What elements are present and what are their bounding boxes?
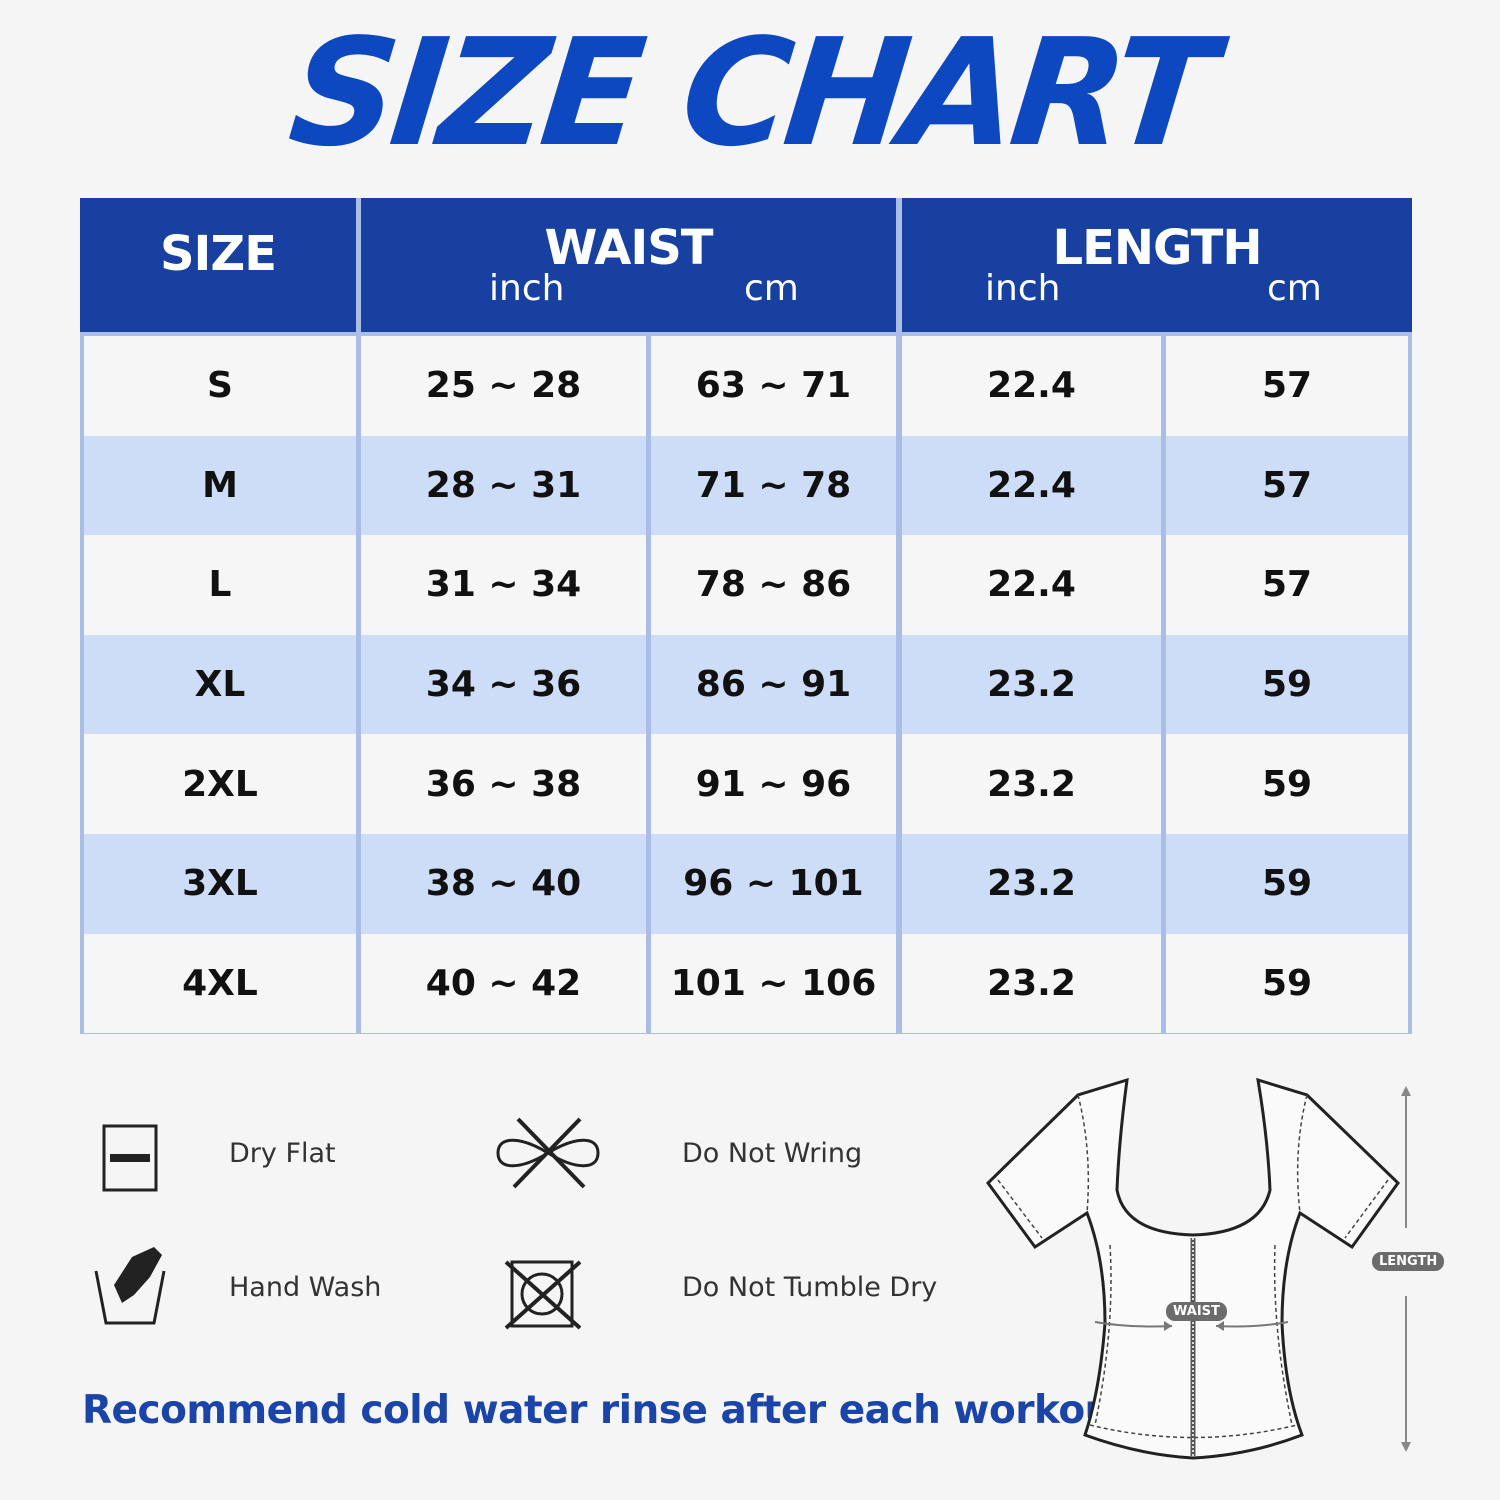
waist-label: WAIST [1166,1302,1227,1321]
cell-waist-cm: 96 ~ 101 [651,834,896,934]
cell-waist-inch: 31 ~ 34 [361,535,646,635]
cell-waist-cm: 78 ~ 86 [651,535,896,635]
cell-length-inch: 23.2 [902,734,1161,834]
care-hand-wash: Hand Wash [229,1272,382,1303]
size-table: SIZE WAIST inch cm LENGTH inch cm S 25 ~ … [80,198,1412,1034]
header-length-label: LENGTH [1052,220,1262,276]
header-length-inch: inch [985,268,1061,309]
cell-waist-inch: 34 ~ 36 [361,634,646,735]
header-length-cm: cm [1267,268,1322,309]
hand-wash-icon [94,1247,166,1325]
cell-size: 2XL [84,734,356,834]
cell-size: 3XL [84,834,356,934]
cell-length-inch: 22.4 [902,535,1161,635]
dry-flat-icon [102,1124,158,1192]
cell-length-inch: 22.4 [902,435,1161,536]
cell-waist-inch: 38 ~ 40 [361,834,646,934]
care-do-not-wring: Do Not Wring [682,1138,863,1169]
header-size-label: SIZE [159,226,277,282]
cell-length-inch: 23.2 [902,933,1161,1034]
cell-length-inch: 22.4 [902,336,1161,436]
header-waist-inch: inch [489,268,565,309]
cell-size: 4XL [84,933,356,1034]
cell-size: M [84,435,356,536]
cell-length-cm: 57 [1166,435,1408,536]
cell-length-inch: 23.2 [902,834,1161,934]
cell-size: L [84,535,356,635]
do-not-wring-icon [496,1117,600,1189]
header-size: SIZE [80,198,356,332]
cell-length-cm: 59 [1166,933,1408,1034]
cell-length-cm: 57 [1166,535,1408,635]
do-not-tumble-dry-icon [504,1260,582,1330]
cell-waist-cm: 71 ~ 78 [651,435,896,536]
cell-waist-cm: 91 ~ 96 [651,734,896,834]
cell-waist-inch: 28 ~ 31 [361,435,646,536]
cell-length-inch: 23.2 [902,634,1161,735]
cell-waist-inch: 40 ~ 42 [361,933,646,1034]
length-label: LENGTH [1372,1252,1445,1271]
cell-length-cm: 59 [1166,834,1408,934]
cell-size: XL [84,634,356,735]
header-length: LENGTH inch cm [902,198,1412,332]
cell-waist-inch: 36 ~ 38 [361,734,646,834]
care-dry-flat: Dry Flat [229,1138,336,1169]
cell-waist-cm: 101 ~ 106 [651,933,896,1034]
header-waist-cm: cm [744,268,799,309]
cell-length-cm: 57 [1166,336,1408,436]
cell-size: S [84,336,356,436]
care-note: Recommend cold water rinse after each wo… [82,1388,1145,1433]
header-waist: WAIST inch cm [361,198,896,332]
cell-waist-inch: 25 ~ 28 [361,336,646,436]
cell-length-cm: 59 [1166,734,1408,834]
cell-length-cm: 59 [1166,634,1408,735]
care-do-not-tumble-dry: Do Not Tumble Dry [682,1272,938,1303]
cell-waist-cm: 63 ~ 71 [651,336,896,436]
header-waist-label: WAIST [544,220,713,276]
cell-waist-cm: 86 ~ 91 [651,634,896,735]
